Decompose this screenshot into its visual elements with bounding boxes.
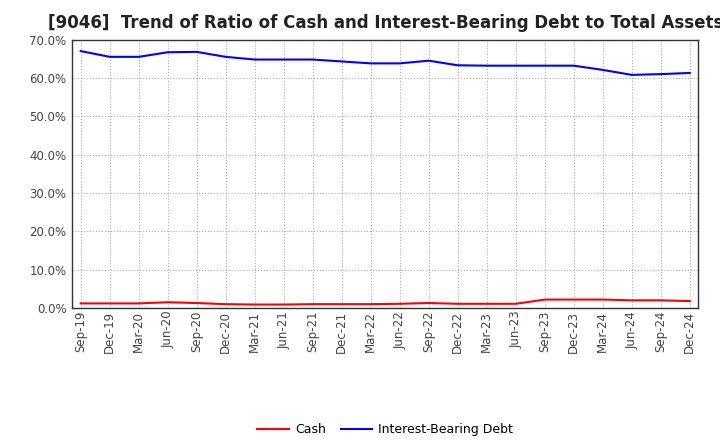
Line: Interest-Bearing Debt: Interest-Bearing Debt [81, 51, 690, 75]
Cash [685, 298, 694, 304]
Cash [454, 301, 462, 306]
Cash [366, 301, 375, 307]
Cash [395, 301, 404, 306]
Cash [192, 301, 201, 306]
Cash [76, 301, 85, 306]
Cash [308, 301, 317, 307]
Cash [221, 301, 230, 307]
Cash [424, 301, 433, 306]
Cash [135, 301, 143, 306]
Interest-Bearing Debt [192, 49, 201, 55]
Cash [105, 301, 114, 306]
Interest-Bearing Debt [511, 63, 520, 68]
Cash [627, 298, 636, 303]
Cash [570, 297, 578, 302]
Interest-Bearing Debt [685, 70, 694, 76]
Interest-Bearing Debt [454, 62, 462, 68]
Interest-Bearing Debt [251, 57, 259, 62]
Interest-Bearing Debt [308, 57, 317, 62]
Cash [511, 301, 520, 306]
Interest-Bearing Debt [482, 63, 491, 68]
Interest-Bearing Debt [163, 50, 172, 55]
Interest-Bearing Debt [366, 61, 375, 66]
Title: [9046]  Trend of Ratio of Cash and Interest-Bearing Debt to Total Assets: [9046] Trend of Ratio of Cash and Intere… [48, 15, 720, 33]
Interest-Bearing Debt [395, 61, 404, 66]
Legend: Cash, Interest-Bearing Debt: Cash, Interest-Bearing Debt [252, 418, 518, 440]
Cash [482, 301, 491, 306]
Interest-Bearing Debt [627, 72, 636, 77]
Interest-Bearing Debt [76, 48, 85, 54]
Cash [163, 300, 172, 305]
Interest-Bearing Debt [424, 58, 433, 63]
Interest-Bearing Debt [135, 54, 143, 59]
Interest-Bearing Debt [598, 67, 607, 73]
Interest-Bearing Debt [279, 57, 288, 62]
Line: Cash: Cash [81, 300, 690, 304]
Interest-Bearing Debt [221, 54, 230, 59]
Cash [251, 302, 259, 307]
Cash [338, 301, 346, 307]
Interest-Bearing Debt [570, 63, 578, 68]
Interest-Bearing Debt [541, 63, 549, 68]
Interest-Bearing Debt [105, 54, 114, 59]
Interest-Bearing Debt [657, 71, 665, 77]
Cash [598, 297, 607, 302]
Interest-Bearing Debt [338, 59, 346, 64]
Cash [279, 302, 288, 307]
Cash [541, 297, 549, 302]
Cash [657, 298, 665, 303]
